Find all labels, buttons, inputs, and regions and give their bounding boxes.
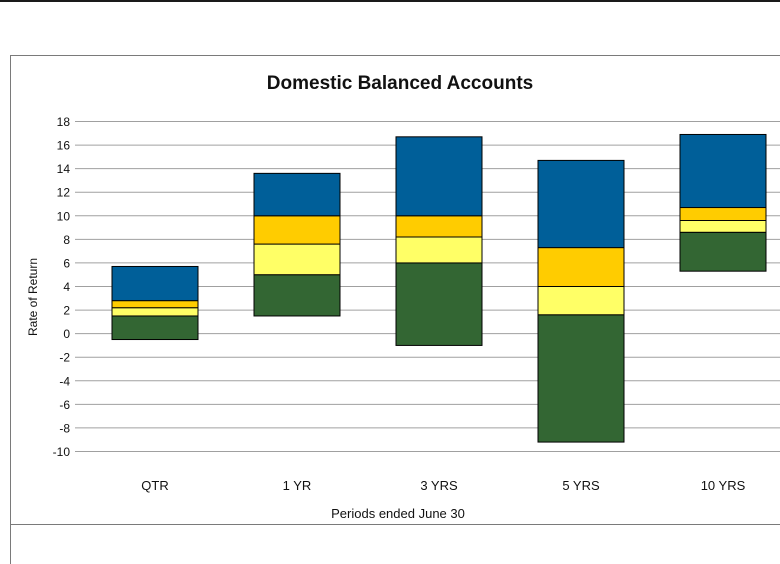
chart-title: Domestic Balanced Accounts [267,73,533,94]
y-tick-label: -10 [53,445,71,459]
y-tick-label: -4 [59,374,70,388]
x-tick-label: QTR [141,478,168,493]
x-tick-labels: QTR 1 YR 3 YRS 5 YRS 10 YRS [141,478,745,493]
y-tick-label: 8 [63,233,70,247]
y-axis-label: Rate of Return [26,258,40,336]
bar-segment-1-yr-1 [253,243,341,276]
y-tick-label: 16 [57,139,71,153]
bar-segment-3-yrs-0 [395,262,483,346]
bar-segment-3-yrs-2 [395,215,483,238]
x-tick-label: 1 YR [283,478,312,493]
bar-segment-5-yrs-1 [537,286,625,316]
bar-segment-1-yr-2 [253,215,341,245]
y-tick-label: 6 [63,256,70,270]
x-tick-label: 10 YRS [701,478,746,493]
y-tick-label: -2 [59,351,70,365]
y-tick-label: 2 [63,304,70,318]
y-tick-label: -6 [59,398,70,412]
top-rule [0,0,780,2]
y-tick-label: 14 [57,162,71,176]
x-tick-label: 5 YRS [562,478,600,493]
bar-segment-1-yr-3 [253,172,341,217]
bar-segment-5-yrs-2 [537,247,625,288]
footer-panel [10,524,780,564]
bar-segment-qtr-1 [111,307,199,317]
bar-segment-10-yrs-2 [679,207,767,222]
y-tick-label: -8 [59,421,70,435]
bar-segment-qtr-2 [111,300,199,309]
bar-segment-qtr-3 [111,265,199,302]
y-tick-label: 10 [57,209,71,223]
y-tick-label: 4 [63,280,70,294]
bar-segment-3-yrs-3 [395,136,483,217]
bar-segment-10-yrs-3 [679,133,767,209]
x-axis-label: Periods ended June 30 [331,506,465,521]
bar-segment-3-yrs-1 [395,236,483,264]
y-tick-label: 12 [57,186,71,200]
bar-segment-10-yrs-0 [679,231,767,272]
bar-segment-1-yr-0 [253,274,341,317]
bar-segment-qtr-0 [111,315,199,341]
bar-segment-10-yrs-1 [679,220,767,233]
y-tick-label: 0 [63,327,70,341]
bars [111,133,767,443]
y-tick-label: 18 [57,115,71,129]
x-tick-label: 3 YRS [420,478,458,493]
bar-segment-5-yrs-0 [537,314,625,443]
bar-segment-5-yrs-3 [537,159,625,249]
y-tick-labels: 18 16 14 12 10 8 6 4 2 0 -2 -4 -6 -8 -10 [53,115,71,459]
